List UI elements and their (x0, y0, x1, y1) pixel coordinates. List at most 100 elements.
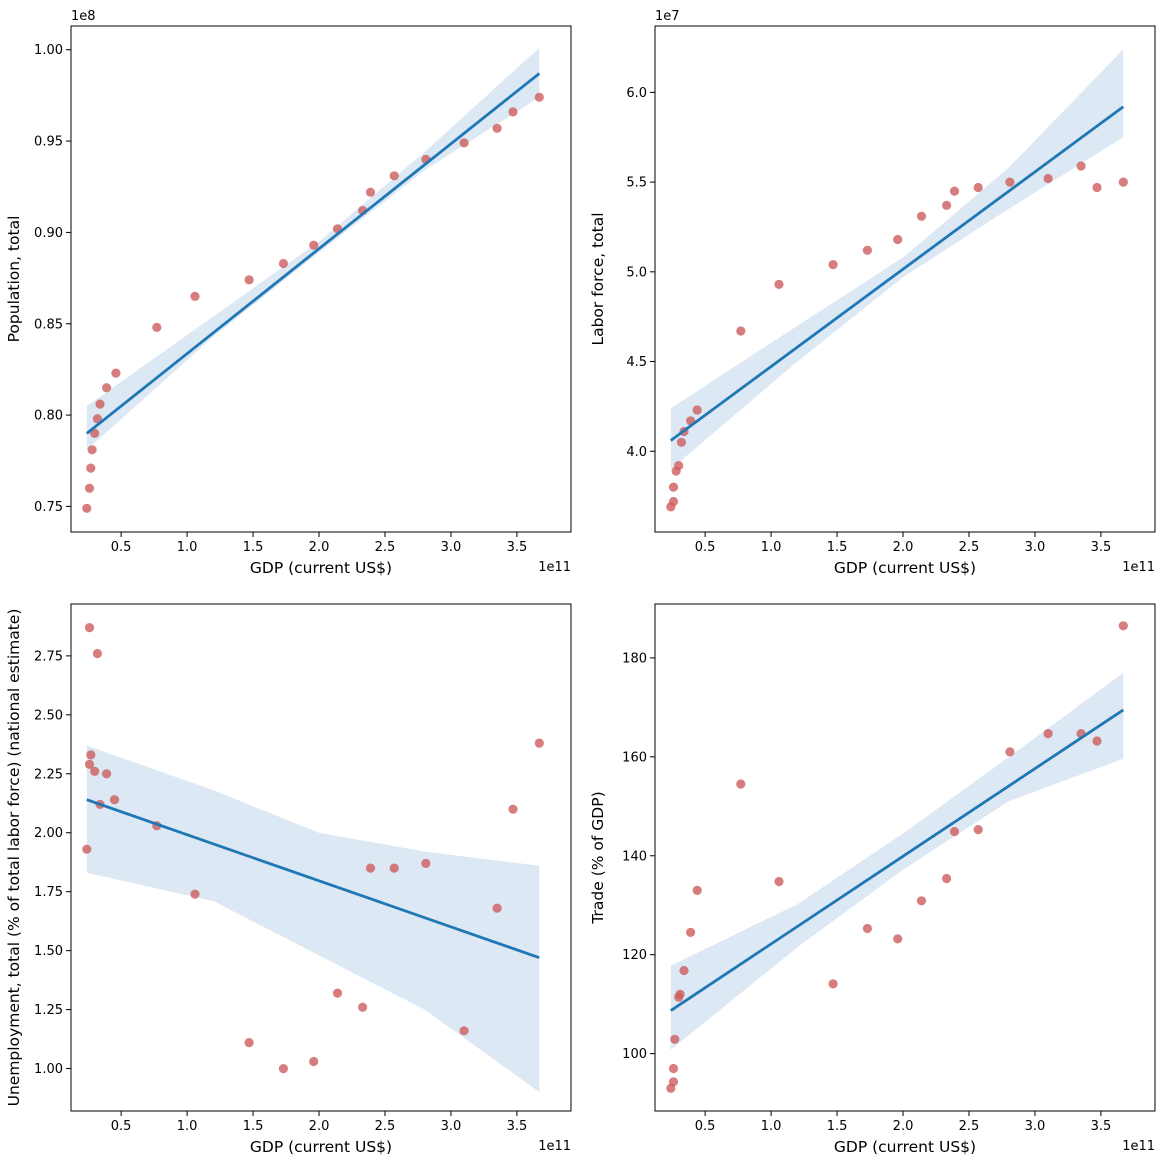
y-tick-label: 100 (622, 1047, 647, 1062)
y-tick-label: 0.85 (34, 317, 63, 332)
data-point (95, 399, 105, 409)
x-tick-label: 3.5 (1091, 540, 1112, 555)
x-tick-label: 2.5 (959, 540, 980, 555)
data-point (86, 463, 96, 473)
x-tick-label: 1.0 (177, 1119, 198, 1134)
y-axis-label: Trade (% of GDP) (589, 791, 607, 924)
y-tick-label: 2.00 (34, 826, 63, 841)
subplot-4: 0.5 1.0 1.5 2.0 2.5 3.0 3.5 100 120 140 160 180 GDP … (589, 603, 1156, 1156)
data-point (692, 885, 702, 896)
data-point (309, 1056, 319, 1067)
data-point (82, 503, 92, 513)
data-point (670, 1034, 680, 1044)
data-point (244, 1038, 254, 1048)
data-point (828, 260, 838, 270)
data-point (1005, 747, 1015, 757)
x-tick-label: 1.5 (243, 1119, 264, 1134)
data-point (90, 428, 100, 438)
data-point (774, 876, 784, 887)
data-point (365, 863, 376, 873)
x-tick-label: 2.0 (893, 540, 914, 555)
data-point (942, 200, 952, 210)
data-point (676, 437, 687, 447)
axes-frame (70, 603, 572, 1112)
y-tick-label: 2.75 (34, 649, 63, 664)
y-axis-label: Population, total (5, 216, 23, 343)
scatter-points (666, 161, 1128, 512)
data-point (1092, 182, 1102, 193)
scatter-points (82, 623, 544, 1074)
x-axis-label: GDP (current US$) (834, 1138, 976, 1156)
data-point (90, 766, 100, 777)
data-point (84, 483, 95, 493)
x-tick-label: 1.5 (243, 540, 264, 555)
y-tick-label: 4.0 (626, 445, 647, 460)
y-tick-label: 4.5 (626, 355, 647, 370)
data-point (389, 863, 399, 873)
data-point (152, 322, 162, 332)
y-tick-label: 1.00 (34, 43, 63, 58)
data-point (949, 826, 960, 837)
data-point (389, 171, 399, 181)
x-tick-label: 3.0 (441, 1119, 462, 1134)
x-axis-multiplier: 1e11 (538, 560, 571, 575)
data-point (421, 858, 431, 869)
regression-line (670, 708, 1125, 1012)
data-point (87, 445, 97, 455)
data-point (942, 873, 952, 884)
y-tick-label: 140 (622, 849, 647, 864)
data-point (309, 240, 319, 250)
data-point (244, 275, 254, 285)
x-axis-multiplier: 1e11 (1122, 560, 1155, 575)
x-tick-label: 0.5 (111, 540, 132, 555)
data-point (949, 186, 960, 196)
data-point (916, 896, 927, 906)
data-point (774, 279, 784, 289)
y-tick-label: 180 (622, 651, 647, 666)
data-point (674, 461, 684, 471)
data-point (109, 795, 120, 805)
data-point (92, 648, 102, 659)
x-axis-multiplier: 1e11 (538, 1139, 571, 1154)
data-point (893, 234, 903, 245)
x-tick-label: 3.5 (507, 1119, 528, 1134)
x-tick-label: 0.5 (695, 1119, 716, 1134)
x-tick-label: 2.0 (893, 1119, 914, 1134)
y-axis-multiplier: 1e7 (655, 9, 680, 24)
data-point (679, 965, 689, 976)
axes-frame (70, 25, 572, 533)
confidence-band (86, 745, 540, 1093)
data-point (508, 804, 518, 814)
x-tick-label: 2.5 (375, 540, 396, 555)
x-tick-label: 3.0 (1025, 1119, 1046, 1134)
data-point (692, 405, 702, 415)
x-tick-label: 2.0 (309, 1119, 330, 1134)
x-tick-label: 1.5 (827, 540, 848, 555)
data-point (492, 903, 502, 913)
data-point (862, 923, 873, 934)
data-point (278, 258, 288, 269)
subplot-2: 0.5 1.0 1.5 2.0 2.5 3.0 3.5 4.0 4.5 5.0 5.5 6.0 GDP … (589, 9, 1156, 577)
x-tick-label: 1.0 (177, 540, 198, 555)
y-axis-multiplier: 1e8 (71, 9, 96, 24)
scatter-points (666, 621, 1128, 1093)
data-point (365, 187, 376, 197)
data-point (668, 1077, 679, 1087)
x-axis-label: GDP (current US$) (250, 1138, 392, 1156)
data-point (973, 825, 983, 835)
data-point (492, 123, 502, 133)
y-tick-label: 1.25 (34, 1003, 63, 1018)
data-point (1118, 177, 1128, 187)
data-point (190, 291, 200, 301)
data-point (862, 245, 873, 255)
regression-line (85, 72, 541, 435)
y-tick-label: 1.50 (34, 944, 63, 959)
data-point (736, 779, 746, 789)
data-point (1092, 736, 1102, 746)
y-tick-label: 6.0 (626, 86, 647, 101)
data-point (1118, 621, 1128, 631)
y-axis-label: Labor force, total (589, 212, 607, 345)
subplot-3: 0.5 1.0 1.5 2.0 2.5 3.0 3.5 1.00 1.25 1.50 1.75 2.0… (5, 603, 572, 1156)
data-point (111, 368, 121, 378)
subplot-1: 0.5 1.0 1.5 2.0 2.5 3.0 3.5 0.75 0.80 0.85 0.90 0.9… (5, 9, 572, 577)
